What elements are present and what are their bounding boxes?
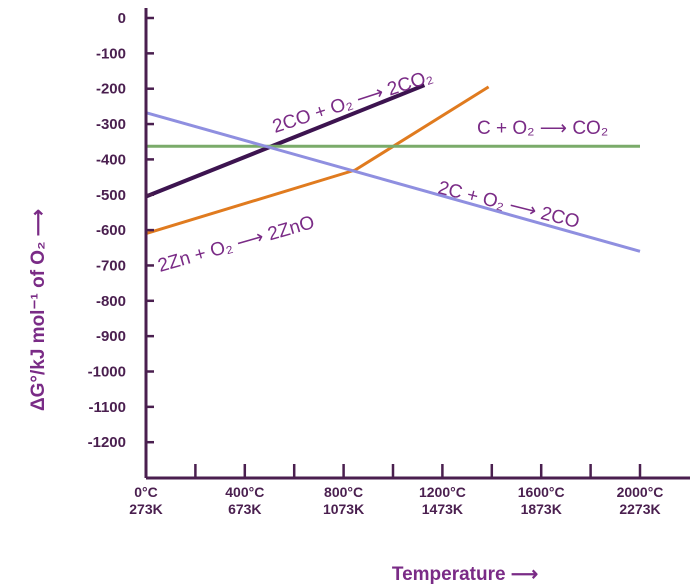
x-tick-label-celsius: 2000°C bbox=[617, 484, 664, 500]
x-tick-label-kelvin: 673K bbox=[228, 501, 261, 517]
label-c-o2-co2: C + O₂ ⟶ CO₂ bbox=[477, 118, 608, 139]
series-line-3 bbox=[145, 111, 641, 253]
x-tick-label-celsius: 400°C bbox=[225, 484, 264, 500]
y-tick-label: -700 bbox=[96, 257, 126, 274]
x-axis-title: Temperature ⟶ bbox=[392, 564, 538, 585]
y-tick-label: -1000 bbox=[88, 364, 126, 381]
y-tick-label: -300 bbox=[96, 116, 126, 133]
x-tick-label-kelvin: 1873K bbox=[521, 501, 562, 517]
x-tick-label-kelvin: 1073K bbox=[323, 501, 364, 517]
y-tick-label: -900 bbox=[96, 328, 126, 345]
y-tick-label: -600 bbox=[96, 222, 126, 239]
x-tick-label-kelvin: 2273K bbox=[619, 501, 660, 517]
label-2zn-o2-2zno: 2Zn + O₂ ⟶ 2ZnO bbox=[156, 212, 317, 277]
y-tick-label: -400 bbox=[96, 151, 126, 168]
x-tick-label-celsius: 1600°C bbox=[518, 484, 565, 500]
y-tick-label: -200 bbox=[96, 81, 126, 98]
y-tick-label: 0 bbox=[118, 10, 126, 27]
x-tick-label-kelvin: 1473K bbox=[422, 501, 463, 517]
label-2c-o2-2co: 2C + O₂ ⟶ 2CO bbox=[436, 177, 582, 232]
label-2co-o2-2co2: 2CO + O₂ ⟶ 2CO₂ bbox=[270, 66, 435, 138]
x-tick-label-celsius: 0°C bbox=[134, 484, 158, 500]
y-tick-label: -500 bbox=[96, 187, 126, 204]
y-tick-label: -100 bbox=[96, 45, 126, 62]
x-tick-label-celsius: 1200°C bbox=[419, 484, 466, 500]
y-axis-title: ΔG°/kJ mol⁻¹ of O₂ ⟶ bbox=[28, 209, 49, 411]
series-line-0 bbox=[145, 83, 426, 199]
x-tick-label-celsius: 800°C bbox=[324, 484, 363, 500]
x-tick-label-kelvin: 273K bbox=[129, 501, 162, 517]
y-tick-label: -800 bbox=[96, 293, 126, 310]
y-tick-label: -1100 bbox=[88, 399, 126, 416]
y-tick-label: -1200 bbox=[88, 434, 126, 451]
